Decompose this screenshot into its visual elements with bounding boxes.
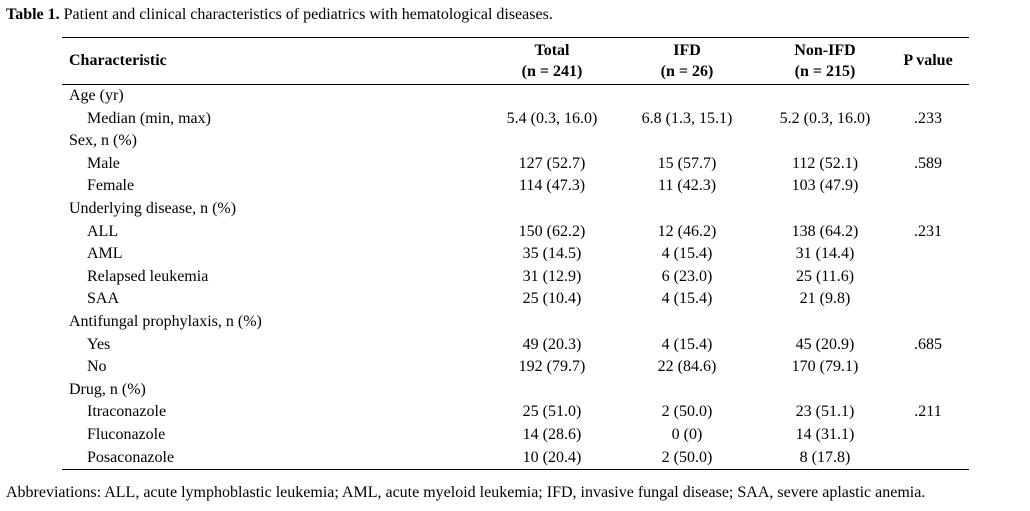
cell-ifd: 11 (42.3): [657, 177, 717, 195]
header-ifd-title: IFD: [673, 42, 701, 59]
row-label: AML: [87, 245, 123, 263]
cell-p-value: .231: [914, 222, 942, 240]
cell-ifd: 6 (23.0): [661, 267, 713, 285]
table-row: Drug, n (%): [62, 379, 969, 402]
table-footnote: Abbreviations: ALL, acute lymphoblastic …: [6, 484, 926, 501]
cell-nonifd: 5.2 (0.3, 16.0): [779, 109, 871, 127]
cell-ifd: 2 (50.0): [661, 403, 713, 421]
cell-nonifd: 25 (11.6): [795, 267, 855, 285]
cell-p-value: .685: [914, 335, 942, 353]
cell-ifd: 0 (0): [671, 425, 703, 443]
cell-nonifd: 45 (20.9): [795, 335, 855, 353]
header-total-title: Total: [534, 42, 570, 59]
cell-nonifd: 138 (64.2): [791, 222, 859, 240]
table-row: ALL 150 (62.2) 12 (46.2) 138 (64.2) .231: [62, 221, 969, 244]
row-label: Posaconazole: [87, 448, 175, 466]
header-nonifd: Non-IFD (n = 215): [755, 40, 895, 82]
cell-p-value: .589: [914, 154, 942, 172]
cell-nonifd: 112 (52.1): [791, 154, 859, 172]
table-body: Age (yr) Median (min, max) 5.4 (0.3, 16.0)…: [62, 85, 969, 469]
header-total: Total (n = 241): [482, 40, 622, 82]
table-row: Yes 49 (20.3) 4 (15.4) 45 (20.9) .685: [62, 334, 969, 357]
cell-total: 127 (52.7): [518, 154, 586, 172]
table-row: Posaconazole 10 (20.4) 2 (50.0) 8 (17.8): [62, 447, 969, 470]
cell-total: 35 (14.5): [522, 245, 582, 263]
header-total-n: (n = 241): [521, 63, 583, 80]
cell-total: 192 (79.7): [518, 358, 586, 376]
table-row: Median (min, max) 5.4 (0.3, 16.0) 6.8 (1.3…: [62, 108, 969, 131]
row-label: Antifungal prophylaxis, n (%): [69, 312, 262, 330]
row-label: Relapsed leukemia: [87, 267, 209, 285]
cell-total: 25 (51.0): [522, 403, 582, 421]
row-label: Median (min, max): [87, 109, 211, 127]
row-label: Male: [87, 154, 120, 172]
cell-p-value: .233: [914, 109, 942, 127]
cell-total: 10 (20.4): [522, 448, 582, 466]
row-label: No: [87, 358, 107, 376]
table-row: SAA 25 (10.4) 4 (15.4) 21 (9.8): [62, 288, 969, 311]
header-ifd: IFD (n = 26): [617, 40, 757, 82]
header-nonifd-title: Non-IFD: [794, 42, 856, 59]
table-row: Fluconazole 14 (28.6) 0 (0) 14 (31.1): [62, 424, 969, 447]
table-caption-label: Table 1.: [6, 6, 60, 23]
row-label: Yes: [87, 335, 111, 353]
cell-ifd: 4 (15.4): [661, 245, 713, 263]
row-label: Female: [87, 177, 135, 195]
cell-total: 49 (20.3): [522, 335, 582, 353]
cell-ifd: 6.8 (1.3, 15.1): [641, 109, 733, 127]
row-label: Sex, n (%): [69, 132, 137, 150]
cell-nonifd: 31 (14.4): [795, 245, 855, 263]
cell-ifd: 15 (57.7): [657, 154, 717, 172]
header-ifd-n: (n = 26): [660, 63, 714, 80]
cell-nonifd: 103 (47.9): [791, 177, 859, 195]
table-caption: Table 1. Patient and clinical characteri…: [6, 6, 553, 24]
row-label: Age (yr): [69, 87, 124, 104]
header-characteristic: Characteristic: [69, 52, 167, 69]
cell-nonifd: 21 (9.8): [799, 290, 851, 308]
table-row: Female 114 (47.3) 11 (42.3) 103 (47.9): [62, 175, 969, 198]
cell-total: 25 (10.4): [522, 290, 582, 308]
cell-ifd: 4 (15.4): [661, 290, 713, 308]
table-row: Male 127 (52.7) 15 (57.7) 112 (52.1) .589: [62, 153, 969, 176]
cell-ifd: 22 (84.6): [657, 358, 717, 376]
cell-ifd: 2 (50.0): [661, 448, 713, 466]
table-row: Relapsed leukemia 31 (12.9) 6 (23.0) 25 (11…: [62, 266, 969, 289]
table-bottom-rule: [62, 469, 969, 470]
table-row: Age (yr): [62, 85, 969, 108]
cell-total: 114 (47.3): [518, 177, 586, 195]
table-top-rule: [62, 37, 969, 38]
row-label: ALL: [87, 222, 119, 240]
row-label: Itraconazole: [87, 403, 167, 421]
row-label: SAA: [87, 290, 120, 308]
cell-ifd: 12 (46.2): [657, 222, 717, 240]
table-row: AML 35 (14.5) 4 (15.4) 31 (14.4): [62, 243, 969, 266]
cell-nonifd: 170 (79.1): [791, 358, 859, 376]
cell-ifd: 4 (15.4): [661, 335, 713, 353]
cell-total: 31 (12.9): [522, 267, 582, 285]
cell-nonifd: 23 (51.1): [795, 403, 855, 421]
table-row: No 192 (79.7) 22 (84.6) 170 (79.1): [62, 356, 969, 379]
cell-total: 14 (28.6): [522, 425, 582, 443]
row-label: Fluconazole: [87, 425, 166, 443]
header-nonifd-n: (n = 215): [794, 63, 856, 80]
cell-total: 5.4 (0.3, 16.0): [506, 109, 598, 127]
cell-nonifd: 14 (31.1): [795, 425, 855, 443]
table-row: Antifungal prophylaxis, n (%): [62, 311, 969, 334]
header-p-value: P value: [903, 52, 953, 69]
table-caption-text: Patient and clinical characteristics of …: [59, 6, 553, 23]
cell-nonifd: 8 (17.8): [799, 448, 851, 466]
table-row: Sex, n (%): [62, 130, 969, 153]
table-row: Underlying disease, n (%): [62, 198, 969, 221]
row-label: Drug, n (%): [69, 380, 146, 398]
cell-p-value: .211: [914, 403, 942, 421]
table-row: Itraconazole 25 (51.0) 2 (50.0) 23 (51.1) .2…: [62, 401, 969, 424]
table-header-rule: [62, 84, 969, 85]
cell-total: 150 (62.2): [518, 222, 586, 240]
row-label: Underlying disease, n (%): [69, 199, 237, 217]
